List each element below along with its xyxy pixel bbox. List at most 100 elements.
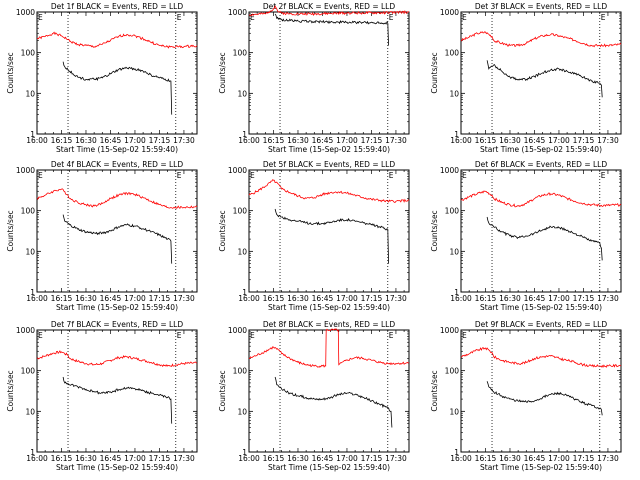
y-tick-label: 1 [242,448,247,457]
panel-title: Det 7f BLACK = Events, RED = LLD [51,320,184,329]
y-tick-label: 10 [25,89,35,98]
x-tick-label: 17:30 [173,454,195,463]
x-tick-label: 16:30 [499,136,521,145]
series-line-lld [460,346,622,368]
series-line-events [274,208,389,264]
x-tick-label: 16:30 [75,294,97,303]
x-tick-label: 16:00 [26,136,48,145]
x-tick-label: 16:45 [312,454,334,463]
panel-title: Det 2f BLACK = Events, RED = LLD [263,2,396,11]
plot-frame [36,169,198,293]
x-tick-label: 17:15 [361,294,383,303]
y-tick-label: 1000 [228,326,247,335]
plot-frame [36,11,198,135]
x-tick-label: 16:45 [524,294,546,303]
e-marker-label: E [389,13,394,22]
x-tick-label: 16:45 [100,136,122,145]
x-tick-label: 16:45 [524,136,546,145]
x-tick-label: 16:15 [51,294,73,303]
x-tick-label: 16:00 [450,294,472,303]
y-tick-label: 100 [445,207,460,216]
y-tick-label: 1000 [16,166,35,175]
e-marker-label: E [389,171,394,180]
x-tick-label: 17:15 [573,136,595,145]
detector-panel: Det 8f BLACK = Events, RED = LLD 1 10 100 10… [218,320,410,472]
series-line-lld [460,31,622,48]
detector-panel: Det 4f BLACK = Events, RED = LLD 1 10 100 10… [6,160,198,312]
series-line-events [62,61,173,115]
x-tick-label: 16:00 [238,136,260,145]
x-tick-label: 17:00 [124,294,146,303]
plot-frame [460,169,622,293]
y-axis-label: Counts/sec [218,370,227,411]
y-tick-label: 1000 [440,166,459,175]
e-marker-label: E [38,331,43,340]
e-marker-label: E [250,171,255,180]
x-tick-label: 16:45 [312,136,334,145]
detector-panel: Det 3f BLACK = Events, RED = LLD 1 10 100 10… [430,2,622,154]
x-tick-label: 17:00 [336,454,358,463]
x-tick-label: 16:00 [26,294,48,303]
x-tick-label: 16:00 [450,454,472,463]
x-tick-label: 16:15 [475,294,497,303]
plot-frame [460,11,622,135]
x-tick-label: 16:15 [475,454,497,463]
y-tick-label: 100 [445,49,460,58]
y-axis-label: Counts/sec [430,210,439,251]
x-tick-label: 16:30 [75,454,97,463]
x-tick-label: 17:30 [385,294,407,303]
e-marker-label: E [389,331,394,340]
y-axis-label: Counts/sec [6,52,15,93]
panel-title: Det 5f BLACK = Events, RED = LLD [263,160,396,169]
series-line-events [486,381,603,416]
series-line-events [274,13,389,46]
e-marker-label: E [462,13,467,22]
x-tick-label: 16:15 [263,294,285,303]
x-tick-label: 17:30 [173,136,195,145]
series-line-events [62,214,173,264]
x-tick-label: 17:30 [173,294,195,303]
x-axis-label: Start Time (15-Sep-02 15:59:40) [480,145,602,154]
x-tick-label: 17:15 [361,136,383,145]
y-tick-label: 1 [454,448,459,457]
x-tick-label: 17:00 [124,136,146,145]
y-tick-label: 100 [233,49,248,58]
x-axis-label: Start Time (15-Sep-02 15:59:40) [480,303,602,312]
x-tick-label: 16:15 [475,136,497,145]
x-tick-label: 16:15 [263,454,285,463]
x-tick-label: 17:30 [597,454,619,463]
e-marker-label: E [601,331,606,340]
y-tick-label: 1 [30,288,35,297]
y-tick-label: 1 [242,130,247,139]
x-axis-label: Start Time (15-Sep-02 15:59:40) [268,145,390,154]
series-line-lld [36,188,198,209]
panel-title: Det 3f BLACK = Events, RED = LLD [475,2,608,11]
y-tick-label: 1000 [16,326,35,335]
series-line-lld [460,190,622,208]
series-line-events [486,216,603,261]
e-marker-label: E [601,171,606,180]
plot-frame [248,11,410,135]
x-axis-label: Start Time (15-Sep-02 15:59:40) [480,463,602,472]
y-tick-label: 10 [25,407,35,416]
x-tick-label: 17:30 [385,136,407,145]
x-tick-label: 16:15 [51,454,73,463]
detector-panel: Det 1f BLACK = Events, RED = LLD 1 10 100 10… [6,2,198,154]
y-tick-label: 10 [449,89,459,98]
x-tick-label: 16:00 [26,454,48,463]
x-tick-label: 17:00 [548,454,570,463]
detector-panel: Det 5f BLACK = Events, RED = LLD 1 10 100 10… [218,160,410,312]
plot-frame [460,329,622,453]
x-tick-label: 17:00 [336,294,358,303]
y-tick-label: 100 [233,207,248,216]
panel-title: Det 8f BLACK = Events, RED = LLD [263,320,396,329]
x-tick-label: 17:30 [597,136,619,145]
y-tick-label: 1 [242,288,247,297]
detector-panel: Det 7f BLACK = Events, RED = LLD 1 10 100 10… [6,320,198,472]
detector-panel: Det 6f BLACK = Events, RED = LLD 1 10 100 10… [430,160,622,312]
e-marker-label: E [462,331,467,340]
series-line-lld [248,179,410,203]
series-line-lld [248,5,410,17]
y-tick-label: 100 [445,367,460,376]
